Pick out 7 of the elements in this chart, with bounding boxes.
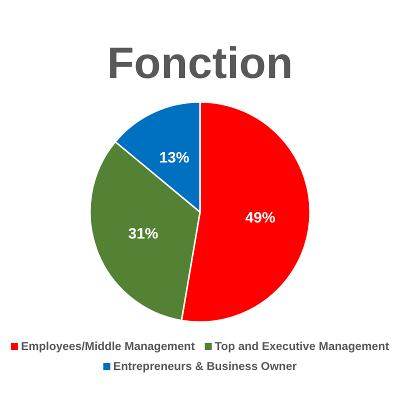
- data-label: 13%: [159, 149, 190, 166]
- legend-label: Employees/Middle Management: [20, 341, 195, 353]
- legend-label: Entrepreneurs & Business Owner: [113, 361, 298, 373]
- data-label: 49%: [245, 209, 276, 226]
- chart-title: Fonction: [107, 39, 293, 88]
- legend-label: Top and Executive Management: [214, 341, 390, 353]
- data-label: 31%: [128, 225, 158, 242]
